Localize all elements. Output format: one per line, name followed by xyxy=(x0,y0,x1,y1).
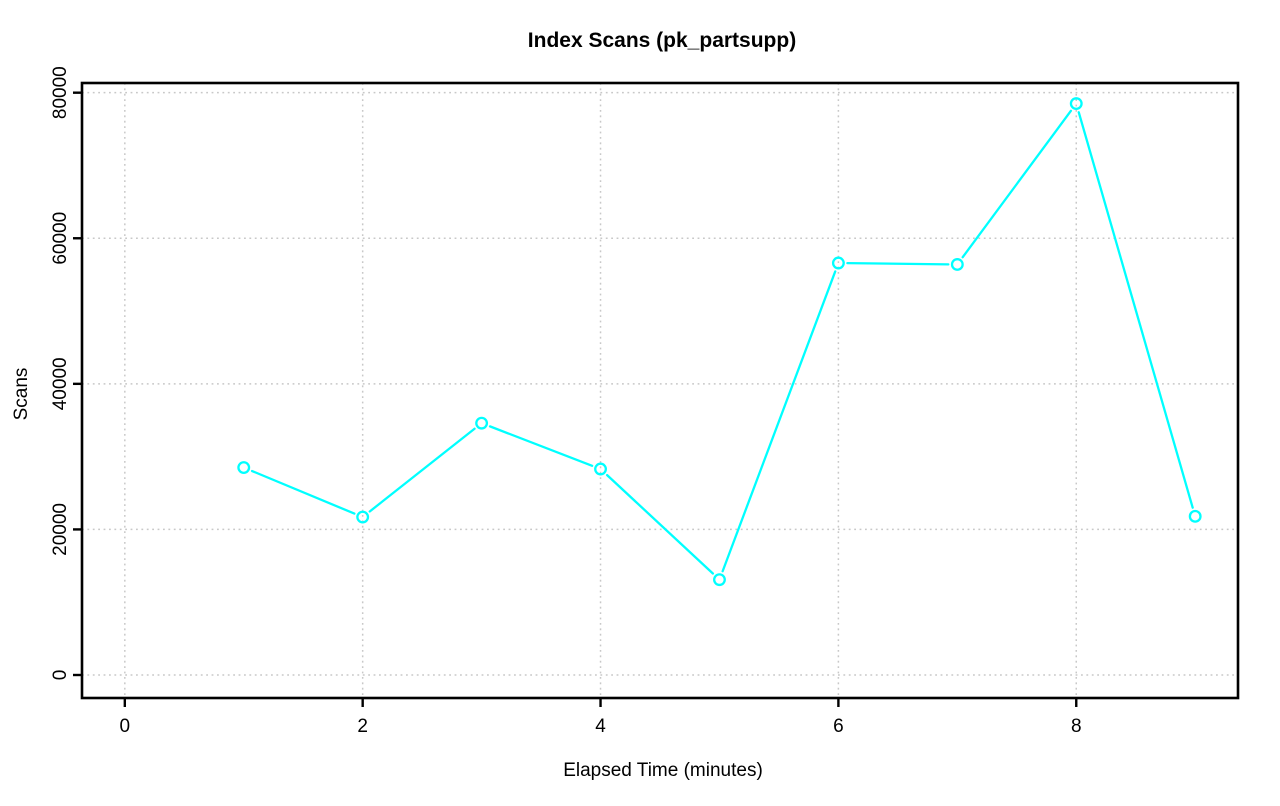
y-tick-label: 20000 xyxy=(50,503,71,556)
data-point-marker xyxy=(831,256,845,270)
y-axis-label: Scans xyxy=(11,368,32,421)
y-tick-label: 40000 xyxy=(50,357,71,410)
data-line-segment xyxy=(368,427,476,513)
data-line-segment xyxy=(961,109,1073,259)
y-tick-label: 0 xyxy=(50,670,71,681)
axis-tick-labels: 0 2 4 6 8 0 20000 40000 60000 80000 xyxy=(50,66,1082,737)
chart-title: Index Scans (pk_partsupp) xyxy=(528,29,796,52)
y-tick-label: 80000 xyxy=(50,66,71,119)
x-tick-label: 2 xyxy=(357,716,368,737)
data-point-marker xyxy=(475,416,489,430)
data-point-marker xyxy=(950,258,964,271)
grid-lines xyxy=(82,83,1238,698)
y-tick-label: 60000 xyxy=(50,212,71,265)
data-line-segment xyxy=(605,473,715,575)
x-tick-label: 6 xyxy=(833,716,844,737)
data-series xyxy=(237,97,1202,587)
x-tick-label: 0 xyxy=(120,716,131,737)
data-point-marker xyxy=(713,573,726,587)
x-axis-label: Elapsed Time (minutes) xyxy=(563,760,763,781)
data-line-segment xyxy=(1077,111,1194,509)
x-tick-label: 8 xyxy=(1071,716,1082,737)
plot-border xyxy=(80,81,1240,700)
data-line-segment xyxy=(721,270,837,573)
data-line-segment xyxy=(250,469,356,515)
data-line-segment xyxy=(846,261,950,266)
x-tick-label: 4 xyxy=(595,716,606,737)
data-point-marker xyxy=(1188,509,1202,523)
data-point-marker xyxy=(594,462,607,476)
data-point-marker xyxy=(356,510,370,524)
axis-ticks xyxy=(73,91,1078,707)
data-point-marker xyxy=(1069,97,1083,111)
data-point-marker xyxy=(237,461,251,474)
data-line-segment xyxy=(488,425,594,467)
